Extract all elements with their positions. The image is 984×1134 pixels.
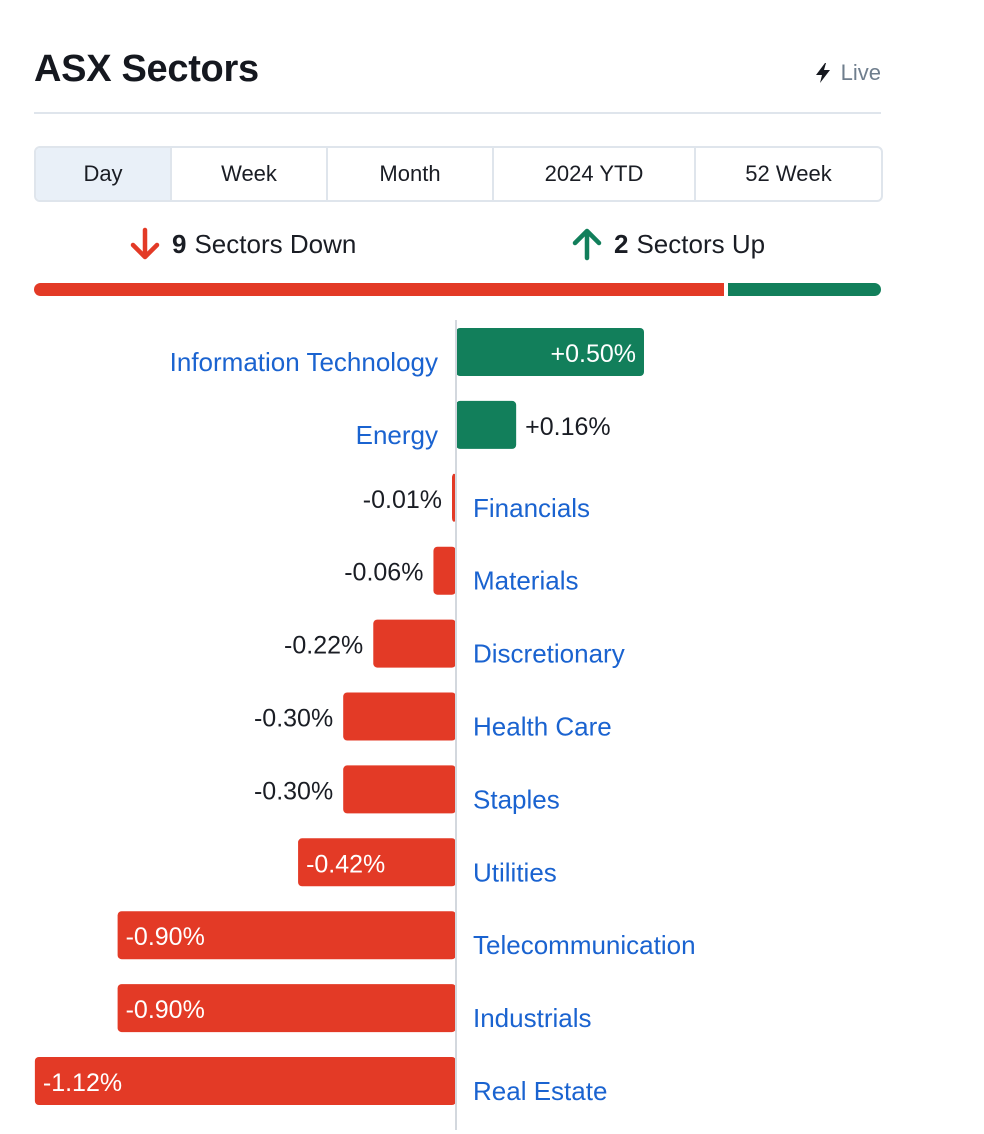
- category-link-health-care[interactable]: Health Care: [473, 712, 612, 742]
- value-label-utilities: -0.42%: [306, 850, 385, 878]
- category-link-discretionary[interactable]: Discretionary: [473, 639, 625, 669]
- category-link-materials[interactable]: Materials: [473, 566, 578, 596]
- asx-sectors-widget: ASX Sectors Live Day Week Month 2024 YTD…: [34, 0, 883, 296]
- breadth-bar-down: [34, 283, 724, 296]
- tab-month[interactable]: Month: [328, 148, 494, 200]
- period-tabs: Day Week Month 2024 YTD 52 Week: [34, 146, 883, 202]
- widget-title: ASX Sectors: [34, 48, 259, 90]
- category-link-industrials[interactable]: Industrials: [473, 1003, 592, 1033]
- category-link-real-estate[interactable]: Real Estate: [473, 1076, 607, 1106]
- bar-staples[interactable]: [343, 765, 456, 814]
- category-link-utilities[interactable]: Utilities: [473, 857, 557, 887]
- tab-day[interactable]: Day: [36, 148, 172, 200]
- sectors-up-label: Sectors Up: [636, 228, 766, 259]
- category-link-financials[interactable]: Financials: [473, 493, 590, 523]
- bar-health-care[interactable]: [343, 692, 456, 741]
- sector-summary: 9 Sectors Down 2 Sectors Up: [34, 226, 881, 276]
- live-label: Live: [840, 60, 881, 85]
- category-link-telecommunication[interactable]: Telecommunication: [473, 930, 696, 960]
- bar-real-estate[interactable]: [34, 1057, 456, 1105]
- bar-telecommunication[interactable]: [117, 911, 456, 960]
- bar-industrials[interactable]: [117, 984, 456, 1033]
- sectors-down-label: Sectors Down: [194, 228, 357, 259]
- bar-information-technology[interactable]: [456, 328, 644, 376]
- bar-discretionary[interactable]: [373, 619, 456, 668]
- breadth-bar-up: [728, 283, 881, 296]
- value-label-information-technology: +0.50%: [551, 340, 637, 368]
- sectors-down-summary: 9 Sectors Down: [128, 226, 356, 262]
- tab-week[interactable]: Week: [172, 148, 328, 200]
- arrow-up-icon: [572, 228, 602, 261]
- value-label-telecommunication: -0.90%: [126, 923, 205, 951]
- value-label-industrials: -0.90%: [126, 996, 205, 1024]
- value-label-real-estate: -1.12%: [43, 1069, 122, 1097]
- tab-2024-ytd[interactable]: 2024 YTD: [494, 148, 696, 200]
- bar-materials[interactable]: [433, 546, 456, 595]
- value-label-materials: -0.06%: [344, 559, 423, 587]
- category-link-information-technology[interactable]: Information Technology: [170, 347, 438, 377]
- value-label-health-care: -0.30%: [254, 705, 333, 733]
- bar-utilities[interactable]: [298, 838, 456, 887]
- category-link-staples[interactable]: Staples: [473, 784, 560, 814]
- live-indicator[interactable]: Live: [813, 60, 881, 86]
- value-label-financials: -0.01%: [363, 486, 442, 514]
- value-label-staples: -0.30%: [254, 777, 333, 805]
- tab-52-week[interactable]: 52 Week: [745, 161, 832, 186]
- sectors-up-summary: 2 Sectors Up: [570, 226, 765, 262]
- value-label-discretionary: -0.22%: [284, 632, 363, 660]
- value-label-energy: +0.16%: [525, 413, 611, 441]
- lightning-bolt-icon: [815, 63, 830, 83]
- category-link-energy[interactable]: Energy: [356, 420, 438, 450]
- arrow-down-icon: [130, 227, 160, 260]
- widget-header: ASX Sectors Live: [34, 0, 881, 114]
- breadth-bar: [34, 283, 881, 296]
- sectors-up-count: 2: [614, 228, 629, 259]
- sectors-down-count: 9: [172, 228, 187, 259]
- bar-energy[interactable]: [456, 400, 517, 449]
